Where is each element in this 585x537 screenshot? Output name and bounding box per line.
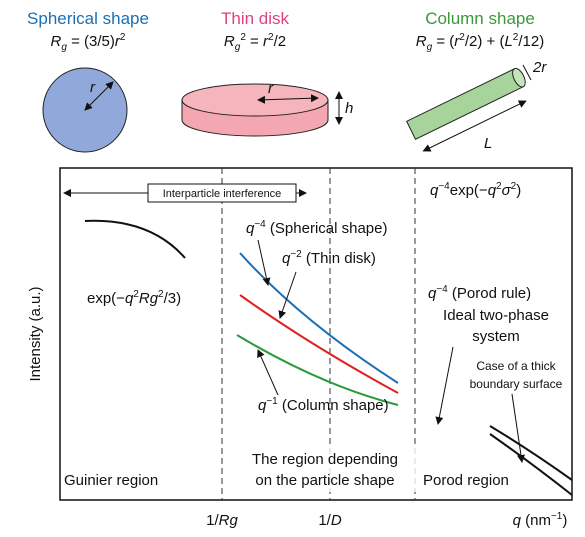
t: D — [331, 512, 342, 529]
t: = ( — [432, 33, 454, 50]
dim-label: 2r — [532, 59, 547, 76]
t: Rg — [139, 290, 159, 307]
t: (Porod rule) — [448, 285, 531, 302]
arrow — [438, 347, 453, 424]
dim-label: h — [345, 100, 353, 117]
formula: Rg = (3/5)r2 — [51, 32, 126, 53]
t: /3) — [164, 290, 182, 307]
curve-label: q−4 (Spherical shape) — [246, 219, 387, 237]
t: ) — [516, 182, 521, 199]
t: (Column shape) — [278, 397, 389, 414]
t: /2 — [274, 33, 287, 50]
thick-label: boundary surface — [470, 377, 563, 391]
porod-rule: q−4 (Porod rule) — [428, 284, 531, 302]
t: R — [51, 33, 62, 50]
t: 1/ — [318, 512, 331, 529]
t: (Spherical shape) — [266, 220, 388, 237]
formula: Rg = (r2/2) + (L2/12) — [416, 32, 544, 53]
t: = — [246, 33, 263, 50]
shape-title: Spherical shape — [27, 9, 149, 28]
ideal-label: Ideal two-phase — [443, 307, 549, 324]
disk-top — [182, 84, 328, 116]
x-tick: 1/D — [318, 512, 342, 529]
shape-title: Column shape — [425, 9, 535, 28]
x-tick: 1/Rg — [206, 512, 238, 529]
t: (Thin disk) — [302, 250, 376, 267]
t: L — [504, 33, 512, 50]
region-label: Porod region — [423, 472, 509, 489]
t: = (3/5) — [67, 33, 115, 50]
region-label: Guinier region — [64, 472, 158, 489]
curve-label: q−1 (Column shape) — [258, 396, 389, 414]
t: −4 — [436, 284, 448, 295]
t: exp(− — [450, 182, 488, 199]
x-axis-label: q (nm−1) — [513, 511, 568, 529]
formula: Rg2 = r2/2 — [224, 32, 286, 53]
t: /12) — [518, 33, 544, 50]
t: g — [235, 42, 241, 53]
t: Rg — [219, 512, 239, 529]
t: −2 — [290, 249, 302, 260]
t: R — [224, 33, 235, 50]
t: −4 — [254, 219, 266, 230]
curve-label: q−2 (Thin disk) — [282, 249, 376, 267]
shape-title: Thin disk — [221, 9, 290, 28]
t: R — [416, 33, 427, 50]
ideal-label: system — [472, 328, 520, 345]
t: −1 — [266, 396, 278, 407]
porod-formula: q−4exp(−q2σ2) — [430, 181, 521, 199]
guinier-formula: exp(−q2Rg2/3) — [87, 289, 181, 307]
t: −1 — [551, 511, 563, 522]
thick-label: Case of a thick — [476, 359, 556, 373]
t: exp(− — [87, 290, 125, 307]
region-label: on the particle shape — [255, 472, 394, 489]
t: /2) + ( — [465, 33, 505, 50]
t: 2 — [120, 32, 126, 43]
figure: Spherical shape Thin disk Column shape R… — [0, 0, 585, 537]
t: (nm — [521, 512, 551, 529]
interparticle: Interparticle interference — [163, 188, 282, 200]
dim-label: L — [484, 135, 492, 152]
column — [407, 67, 534, 152]
guinier-curve — [85, 221, 185, 258]
y-axis-label: Intensity (a.u.) — [27, 286, 44, 381]
region-label: The region depending — [252, 451, 398, 468]
t: 1/ — [206, 512, 219, 529]
t: −4 — [438, 181, 450, 192]
t: ) — [562, 512, 567, 529]
